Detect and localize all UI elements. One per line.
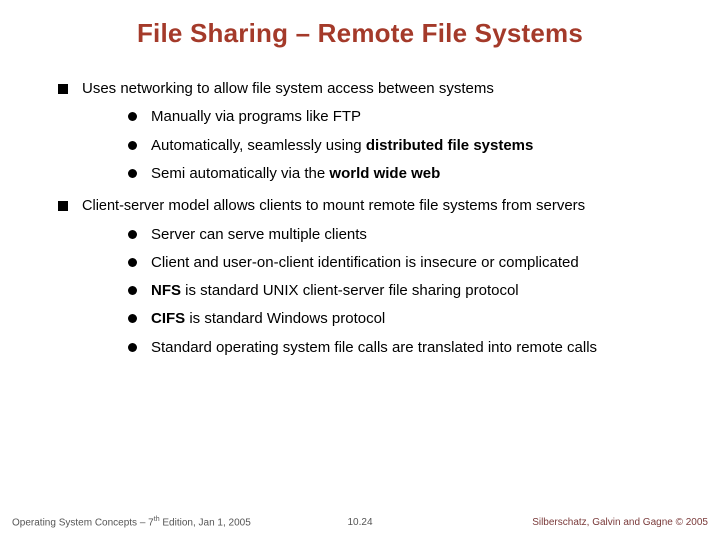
bullet-text: Automatically, seamlessly using distribu… — [151, 136, 533, 156]
text-span: Semi automatically via the — [151, 165, 329, 182]
footer-center: 10.24 — [347, 517, 372, 528]
circle-bullet-icon — [128, 141, 137, 150]
text-bold: CIFS — [151, 310, 185, 327]
bullet-text: Client-server model allows clients to mo… — [82, 196, 585, 217]
bullet-text: Server can serve multiple clients — [151, 225, 367, 245]
list-item: NFS is standard UNIX client-server file … — [128, 281, 680, 301]
bullet-text: Manually via programs like FTP — [151, 107, 361, 127]
list-item: Server can serve multiple clients — [128, 225, 680, 245]
text-bold: distributed file systems — [366, 137, 534, 154]
footer-left: Operating System Concepts – 7th Edition,… — [12, 516, 251, 528]
footer-text: Operating System Concepts – 7 — [12, 517, 154, 528]
bullet-text: CIFS is standard Windows protocol — [151, 309, 385, 329]
list-item: Semi automatically via the world wide we… — [128, 164, 680, 184]
text-span: model allows clients to mount remote fil… — [164, 197, 585, 214]
text-span: is standard Windows protocol — [185, 310, 385, 327]
list-item: Standard operating system file calls are… — [128, 338, 680, 358]
circle-bullet-icon — [128, 314, 137, 323]
circle-bullet-icon — [128, 286, 137, 295]
slide-title: File Sharing – Remote File Systems — [40, 18, 680, 49]
bullet-text: Semi automatically via the world wide we… — [151, 164, 440, 184]
list-item: Uses networking to allow file system acc… — [58, 79, 680, 99]
footer-text: Edition, Jan 1, 2005 — [160, 517, 251, 528]
bullet-text: Standard operating system file calls are… — [151, 338, 597, 358]
bullet-level1: Client-server model allows clients to mo… — [58, 196, 680, 358]
bullet-level1: Uses networking to allow file system acc… — [58, 79, 680, 184]
text-bold: world wide web — [329, 165, 440, 182]
square-bullet-icon — [58, 84, 68, 94]
bullet-text: Uses networking to allow file system acc… — [82, 79, 494, 99]
list-item: Client-server model allows clients to mo… — [58, 196, 680, 217]
text-span: Automatically, seamlessly using — [151, 137, 366, 154]
bullet-text: Client and user-on-client identification… — [151, 253, 579, 273]
bullet-text: NFS is standard UNIX client-server file … — [151, 281, 519, 301]
square-bullet-icon — [58, 201, 68, 211]
circle-bullet-icon — [128, 169, 137, 178]
list-item: Manually via programs like FTP — [128, 107, 680, 127]
text-span: is standard UNIX client-server file shar… — [181, 282, 519, 299]
circle-bullet-icon — [128, 258, 137, 267]
slide-content: Uses networking to allow file system acc… — [40, 79, 680, 358]
list-item: Automatically, seamlessly using distribu… — [128, 136, 680, 156]
text-span: Client-server — [82, 198, 164, 214]
circle-bullet-icon — [128, 343, 137, 352]
slide: File Sharing – Remote File Systems Uses … — [0, 0, 720, 540]
text-bold: NFS — [151, 282, 181, 299]
circle-bullet-icon — [128, 230, 137, 239]
circle-bullet-icon — [128, 112, 137, 121]
list-item: Client and user-on-client identification… — [128, 253, 680, 273]
list-item: CIFS is standard Windows protocol — [128, 309, 680, 329]
footer-right: Silberschatz, Galvin and Gagne © 2005 — [532, 517, 708, 528]
